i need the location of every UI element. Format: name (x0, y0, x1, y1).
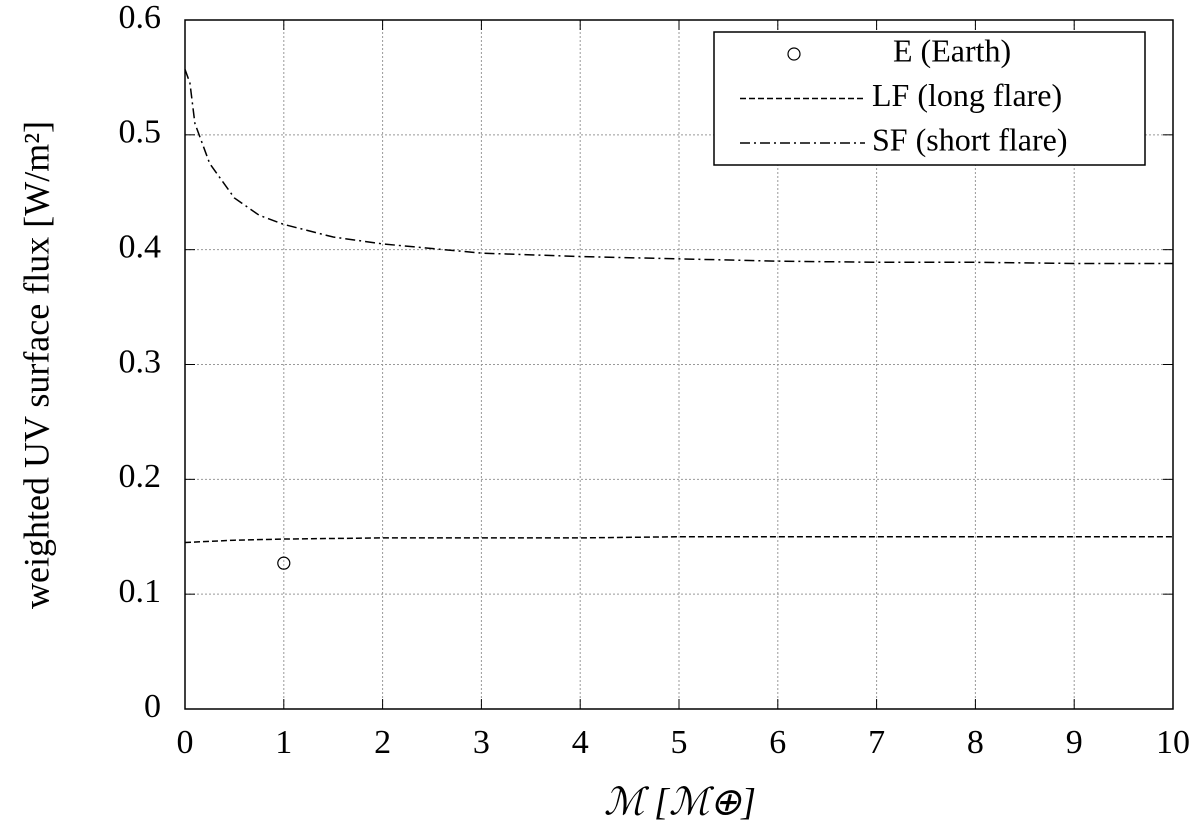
x-tick-label: 6 (769, 724, 786, 761)
x-tick-label: 9 (1066, 724, 1083, 761)
x-tick-label: 10 (1156, 724, 1190, 761)
x-tick-label: 3 (473, 724, 490, 761)
x-tick-label: 5 (671, 724, 688, 761)
y-tick-label: 0.3 (119, 343, 162, 380)
data-point (277, 556, 291, 570)
y-tick-label: 0 (144, 688, 161, 725)
legend-label: SF (short flare) (872, 121, 1068, 157)
y-tick-label: 0.5 (119, 114, 162, 151)
series-line (184, 536, 1173, 544)
x-tick-label: 1 (275, 724, 292, 761)
x-tick-label: 7 (868, 724, 885, 761)
y-axis-label: weighted UV surface flux [W/m²] (16, 121, 56, 609)
y-tick-label: 0.6 (119, 0, 162, 36)
x-tick-label: 0 (177, 724, 194, 761)
legend-marker (787, 47, 801, 61)
y-tick-label: 0.4 (119, 228, 162, 265)
legend-label: E (Earth) (893, 32, 1011, 68)
y-tick-label: 0.1 (119, 573, 162, 610)
series-line (184, 69, 1173, 265)
x-tick-label: 4 (572, 724, 589, 761)
x-axis-label: ℳ [ℳ⊕] (604, 782, 756, 824)
legend-label: LF (long flare) (872, 77, 1062, 113)
x-tick-label: 2 (374, 724, 391, 761)
plot-frame (184, 19, 1174, 710)
y-tick-label: 0.2 (119, 458, 162, 495)
x-tick-label: 8 (967, 724, 984, 761)
